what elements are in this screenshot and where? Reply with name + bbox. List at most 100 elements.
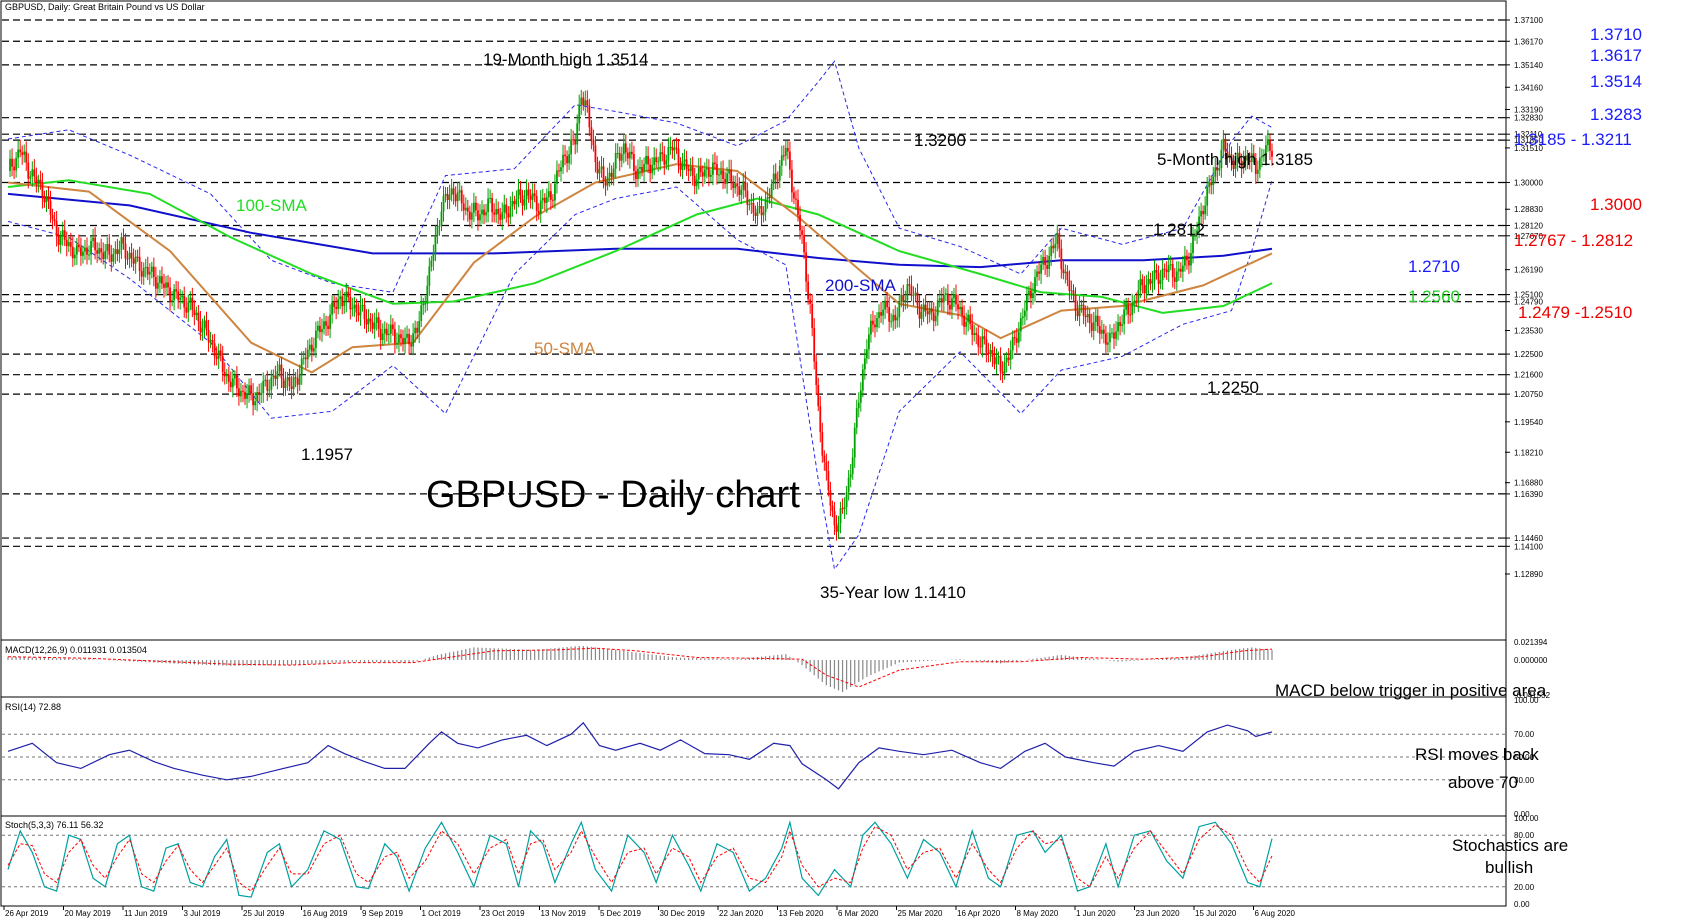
date-tick-label-10: 5 Dec 2019: [600, 909, 641, 918]
candle-body-399: [815, 361, 818, 385]
candle-body-390: [797, 199, 799, 215]
candle-body-394: [805, 252, 808, 282]
candle-body-46: [100, 248, 103, 253]
candle-body-303: [620, 154, 623, 161]
candle-body-195: [402, 338, 404, 344]
candle-body-155: [321, 329, 323, 333]
candle-body-265: [543, 197, 546, 203]
candle-body-29: [65, 239, 68, 247]
candle-body-460: [938, 298, 941, 301]
candle-body-102: [213, 343, 216, 357]
candle-body-381: [778, 165, 781, 181]
candle-body-430: [878, 312, 880, 319]
candle-body-345: [705, 168, 708, 170]
candle-body-96: [201, 327, 204, 333]
candle-body-307: [628, 151, 631, 159]
candle-body-296: [606, 176, 609, 186]
candle-body-577: [1175, 271, 1178, 282]
candle-body-402: [821, 432, 824, 456]
candle-body-180: [371, 321, 374, 329]
candle-body-380: [776, 179, 779, 181]
candle-body-94: [197, 312, 200, 322]
level-label-1-2710: 1.2710: [1408, 257, 1460, 276]
candle-body-6: [19, 149, 22, 153]
candle-body-177: [365, 319, 368, 325]
candle-body-156: [323, 321, 325, 330]
candle-body-288: [590, 127, 593, 140]
price-tick-label-2: 1.35140: [1514, 61, 1543, 70]
candle-body-131: [272, 375, 275, 378]
candle-body-63: [134, 256, 137, 264]
candle-body-431: [880, 312, 882, 316]
candle-body-611: [1244, 155, 1247, 161]
macd-label: MACD(12,26,9) 0.011931 0.013504: [5, 645, 147, 655]
candle-body-45: [98, 248, 101, 254]
candle-body-403: [823, 455, 826, 462]
candle-body-526: [1072, 290, 1075, 295]
chart-header: GBPUSD, Daily: Great Britain Pound vs US…: [5, 2, 205, 12]
candle-body-217: [446, 193, 449, 201]
candle-body-583: [1188, 260, 1190, 266]
stoch-tick-label-2: 20.00: [1514, 883, 1535, 892]
candle-body-92: [193, 309, 196, 316]
candle-body-315: [645, 155, 647, 165]
price-tick-label-15: 1.24790: [1514, 298, 1543, 307]
rsi-panel: 100.00 70.00 50.00 30.00 0.00: [2, 696, 1539, 819]
level-label-1-2560: 1.2560: [1408, 287, 1460, 306]
candle-body-596: [1214, 167, 1217, 177]
candle-body-570: [1161, 268, 1164, 281]
candle-body-327: [669, 146, 672, 148]
candle-body-95: [199, 321, 202, 333]
candle-body-417: [851, 457, 854, 475]
candle-body-244: [501, 212, 504, 220]
candle-body-8: [23, 151, 26, 155]
candle-body-543: [1107, 342, 1109, 345]
candle-body-236: [485, 212, 487, 216]
candle-body-384: [784, 147, 787, 156]
candle-body-190: [391, 324, 394, 330]
candle-body-118: [246, 394, 248, 399]
candle-body-166: [343, 302, 346, 307]
candle-body-445: [908, 284, 911, 286]
candle-body-302: [618, 152, 621, 161]
candle-body-484: [987, 352, 990, 355]
candle-body-278: [570, 139, 573, 155]
candle-body-165: [341, 296, 344, 307]
candle-body-125: [260, 393, 263, 395]
date-tick-label-13: 13 Feb 2020: [779, 909, 824, 918]
date-tick-label-19: 23 Jun 2020: [1136, 909, 1181, 918]
candle-body-450: [918, 305, 921, 319]
candle-body-90: [189, 297, 192, 302]
candle-body-442: [902, 294, 905, 302]
candle-body-213: [438, 225, 441, 227]
candle-body-472: [963, 315, 966, 327]
candle-body-492: [1003, 362, 1006, 374]
candle-body-559: [1139, 279, 1142, 291]
candle-body-198: [408, 333, 410, 345]
candle-body-178: [367, 318, 370, 325]
candle-body-456: [930, 308, 933, 313]
candle-body-477: [973, 333, 976, 335]
annotation-19-month-high: 19-Month high 1.3514: [483, 50, 648, 69]
candle-body-222: [456, 192, 459, 202]
date-tick-label-15: 25 Mar 2020: [898, 909, 943, 918]
candle-body-553: [1127, 304, 1130, 315]
date-tick-label-16: 16 Apr 2020: [957, 909, 1001, 918]
candle-body-220: [452, 188, 455, 195]
candle-body-598: [1218, 167, 1221, 171]
candle-body-597: [1216, 167, 1219, 171]
candle-body-243: [499, 214, 502, 220]
candle-body-503: [1025, 295, 1028, 311]
candle-body-560: [1141, 279, 1144, 286]
candle-body-561: [1143, 285, 1146, 294]
candle-body-413: [843, 506, 846, 510]
candle-body-19: [45, 196, 48, 203]
candle-body-5: [17, 149, 20, 158]
candle-body-573: [1167, 265, 1170, 273]
candle-body-428: [874, 324, 876, 328]
candle-body-85: [179, 297, 182, 301]
candle-body-151: [312, 347, 315, 352]
candle-body-186: [383, 328, 386, 334]
candle-body-42: [92, 237, 94, 241]
candle-body-370: [756, 208, 759, 216]
